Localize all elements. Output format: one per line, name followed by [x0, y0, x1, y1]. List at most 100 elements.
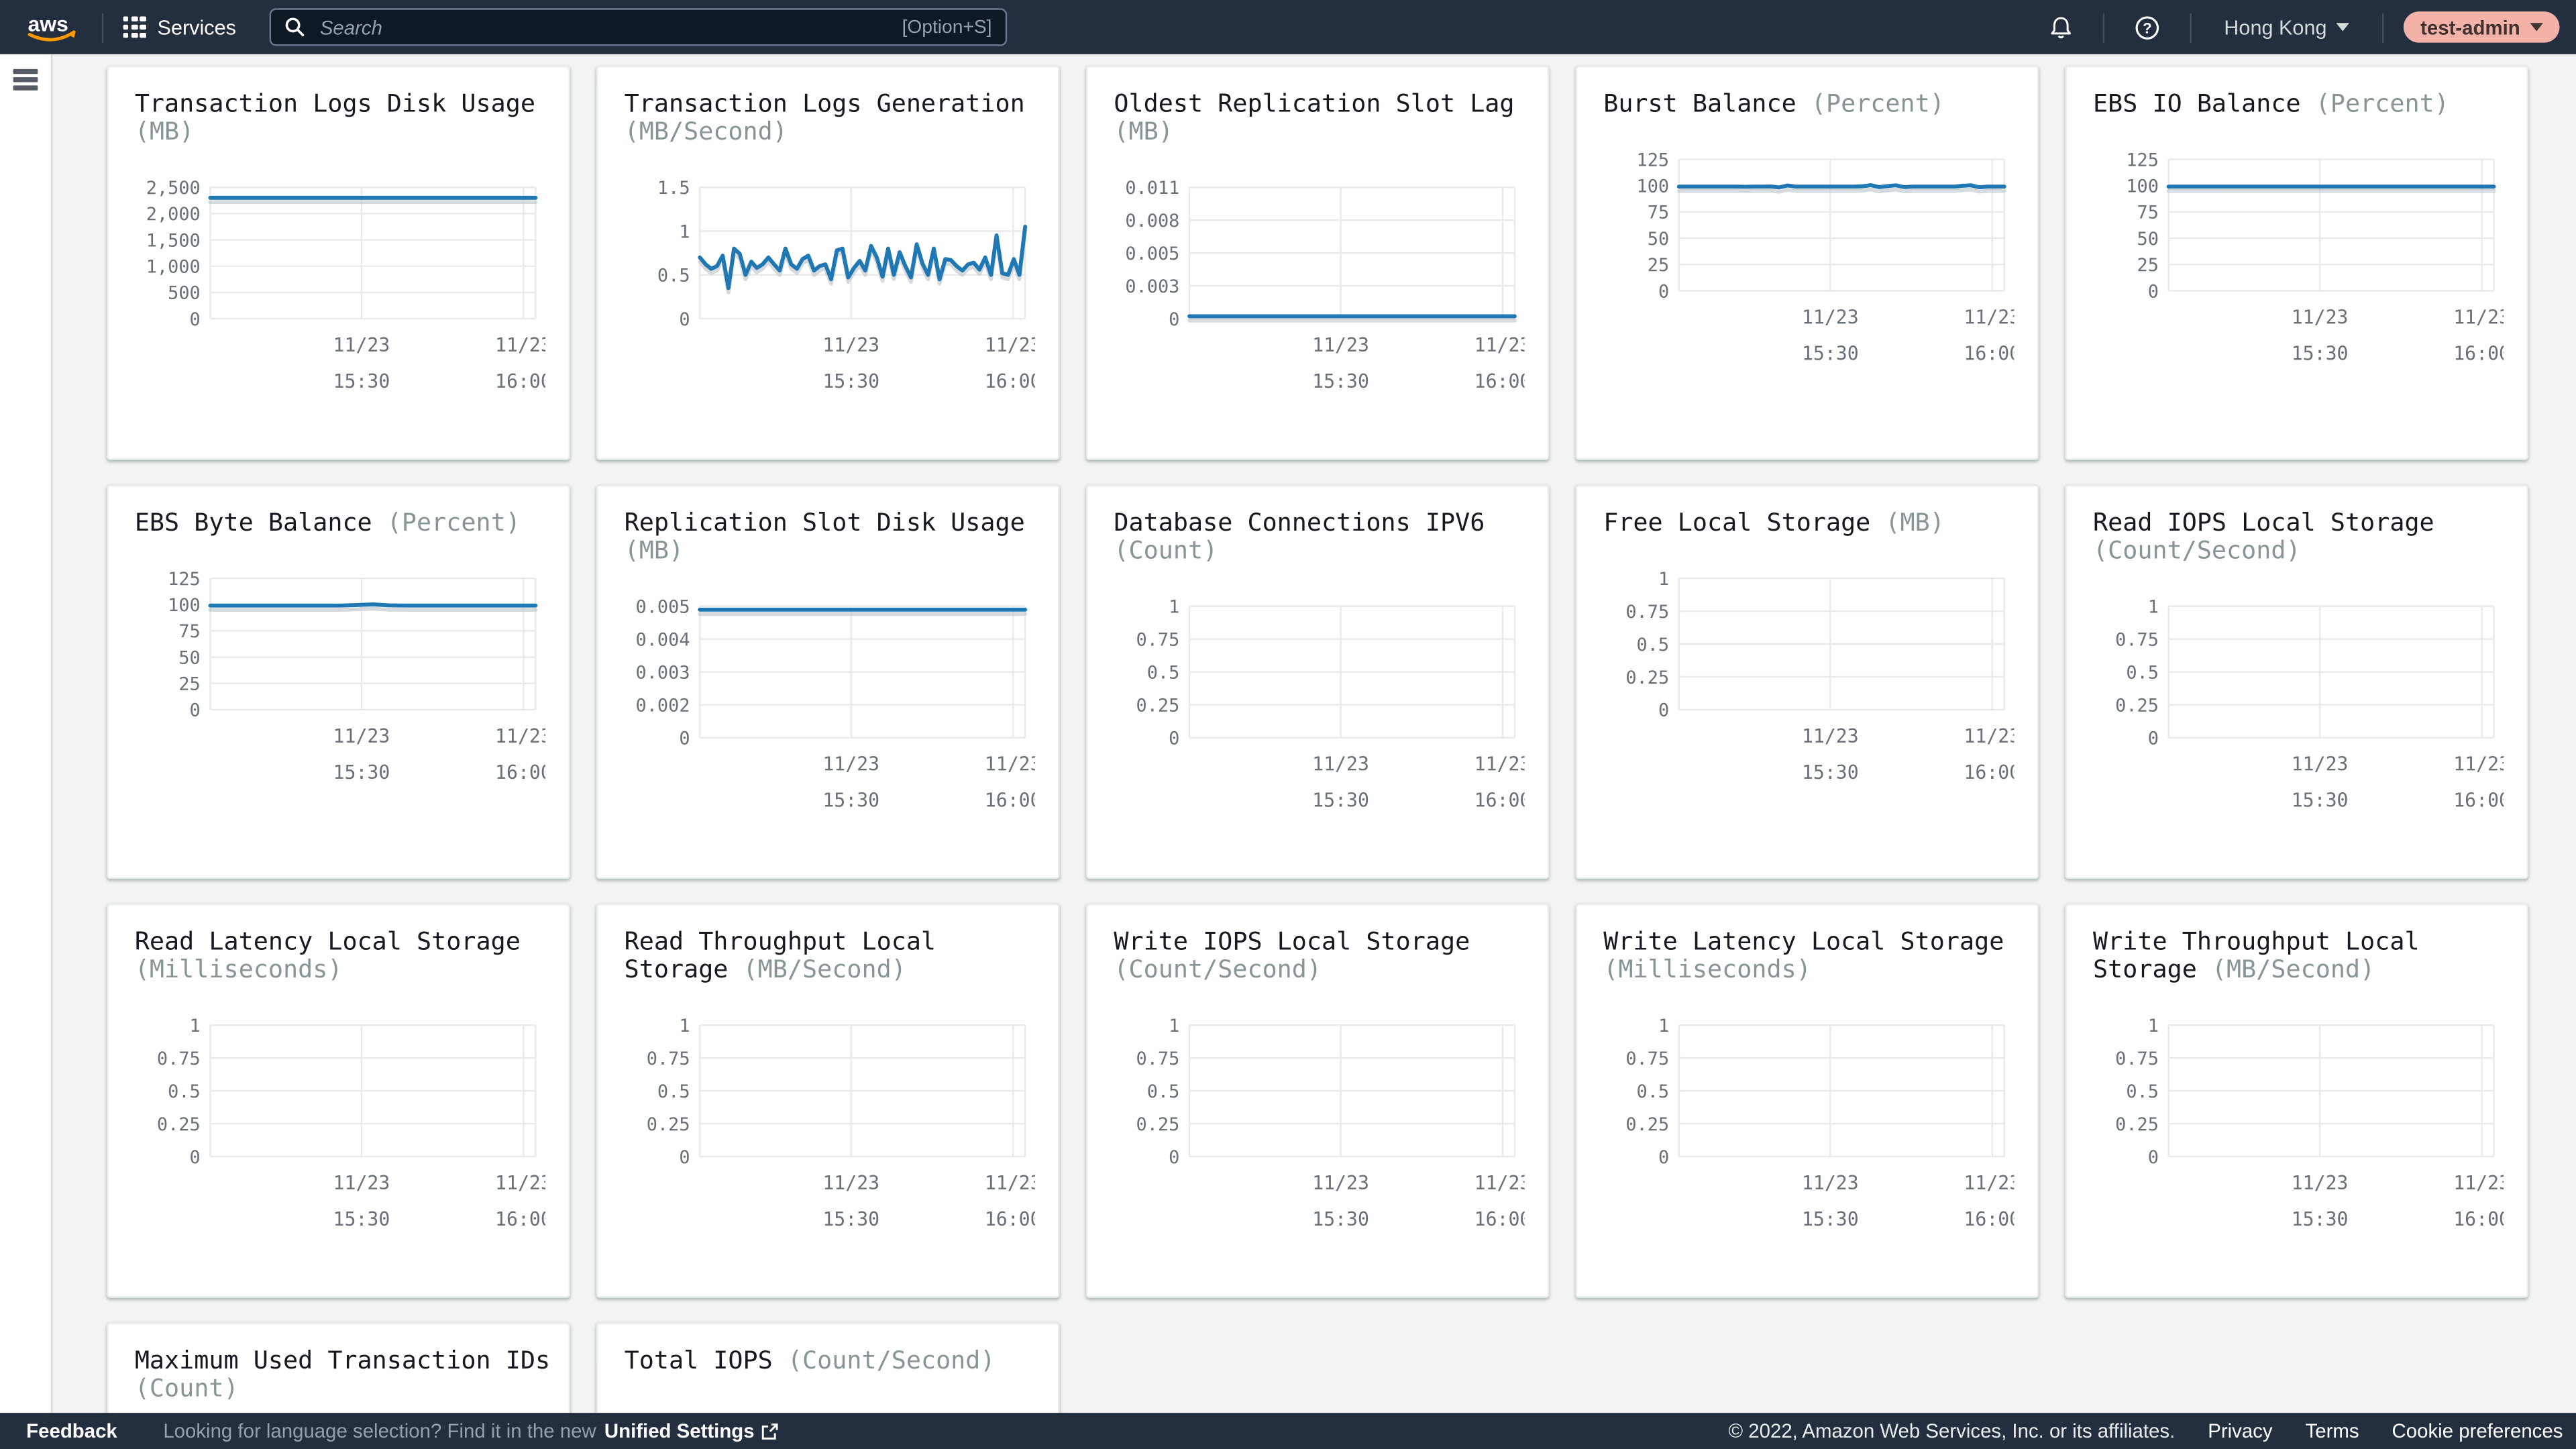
metric-card[interactable]: Read IOPS Local Storage (Count/Second) 1 0.… [2065, 484, 2528, 879]
metric-card[interactable]: Read Throughput Local Storage (MB/Second)… [596, 903, 1060, 1298]
metric-chart[interactable]: 125 100 75 50 25 0 11/23 15:30 11/23 16:00 [2093, 151, 2504, 368]
svg-text:11/23: 11/23 [1474, 334, 1525, 356]
metric-chart[interactable]: 1 0.75 0.5 0.25 0 11/23 15:30 11/23 16:00 [625, 1017, 1035, 1234]
notifications-button[interactable] [2039, 14, 2083, 40]
svg-text:15:30: 15:30 [1802, 1208, 1859, 1230]
metric-card[interactable]: Read Latency Local Storage (Milliseconds)… [107, 903, 570, 1298]
svg-text:15:30: 15:30 [2292, 1208, 2349, 1230]
svg-text:15:30: 15:30 [2292, 342, 2349, 364]
metric-title: Transaction Logs Disk Usage (MB) [134, 89, 535, 146]
open-menu-button[interactable] [13, 68, 38, 95]
metric-title: Burst Balance (Percent) [1603, 89, 1945, 119]
metric-chart[interactable]: 1 0.75 0.5 0.25 0 11/23 15:30 11/23 16:00 [2093, 598, 2504, 814]
svg-text:75: 75 [178, 621, 200, 642]
svg-text:0.005: 0.005 [1125, 244, 1179, 264]
metric-chart[interactable]: 1 0.75 0.5 0.25 0 11/23 15:30 11/23 16:00 [1114, 598, 1525, 814]
svg-text:0.011: 0.011 [1125, 179, 1179, 199]
svg-text:0.25: 0.25 [2115, 1114, 2159, 1135]
metric-chart[interactable]: 125 100 75 50 25 0 11/23 15:30 11/23 16:00 [1603, 151, 2015, 368]
svg-text:1: 1 [679, 221, 690, 242]
metric-card[interactable]: Write Throughput Local Storage (MB/Second… [2065, 903, 2528, 1298]
svg-text:0.25: 0.25 [1625, 1114, 1669, 1135]
metric-card[interactable]: Burst Balance (Percent) 125 100 75 50 25 0 11/2… [1575, 65, 2039, 460]
external-link-icon [762, 1422, 779, 1439]
svg-text:16:00: 16:00 [1964, 342, 2014, 364]
metric-chart[interactable]: 1 0.75 0.5 0.25 0 11/23 15:30 11/23 16:00 [135, 1017, 545, 1234]
privacy-link[interactable]: Privacy [2208, 1419, 2273, 1443]
svg-text:0.5: 0.5 [2126, 662, 2159, 683]
terms-link[interactable]: Terms [2305, 1419, 2359, 1443]
global-search[interactable]: [Option+S] [268, 8, 1007, 46]
metric-chart[interactable]: 0.005 0.004 0.003 0.002 0 11/23 15:30 11/23 16:0… [625, 598, 1035, 814]
cookie-preferences-link[interactable]: Cookie preferences [2392, 1419, 2563, 1443]
help-button[interactable]: ? [2124, 14, 2170, 40]
metric-card[interactable]: EBS Byte Balance (Percent) 125 100 75 50 25 0 1… [107, 484, 570, 879]
svg-text:11/23: 11/23 [333, 725, 390, 747]
svg-text:0: 0 [1169, 728, 1179, 749]
svg-text:1,500: 1,500 [146, 230, 201, 251]
svg-text:125: 125 [1637, 151, 1670, 170]
unified-settings-link[interactable]: Unified Settings [604, 1419, 779, 1442]
svg-text:0: 0 [2148, 281, 2159, 302]
metric-card[interactable]: Transaction Logs Disk Usage (MB) 2,500 2,00… [107, 65, 570, 460]
metric-card[interactable]: Transaction Logs Generation (MB/Second) 1.… [596, 65, 1060, 460]
metric-card[interactable]: Maximum Used Transaction IDs (Count) [107, 1322, 570, 1413]
services-menu-button[interactable]: Services [123, 15, 236, 39]
svg-text:500: 500 [168, 283, 201, 304]
header-divider [2382, 12, 2385, 42]
svg-text:15:30: 15:30 [822, 1208, 879, 1230]
metric-line-series [698, 225, 1028, 290]
svg-text:11/23: 11/23 [495, 725, 545, 747]
aws-logo[interactable]: aws [23, 9, 82, 45]
region-selector[interactable]: Hong Kong [2211, 15, 2363, 39]
language-hint-text: Looking for language selection? Find it … [163, 1419, 596, 1443]
svg-text:1,000: 1,000 [146, 257, 201, 278]
metric-chart[interactable]: 1 0.75 0.5 0.25 0 11/23 15:30 11/23 16:00 [1114, 1017, 1525, 1234]
account-menu[interactable]: test-admin [2404, 11, 2560, 43]
metric-chart[interactable]: 1 0.75 0.5 0.25 0 11/23 15:30 11/23 16:00 [1603, 1017, 2014, 1234]
metric-card[interactable]: Oldest Replication Slot Lag (MB) 0.011 0.00… [1085, 65, 1550, 460]
search-shortcut-hint: [Option+S] [902, 17, 992, 38]
metric-line-series [1676, 183, 2006, 190]
svg-text:0.25: 0.25 [647, 1114, 690, 1135]
metric-chart[interactable]: 1.5 1 0.5 0 11/23 15:30 11/23 16:00 [625, 179, 1035, 396]
svg-text:11/23: 11/23 [1474, 753, 1525, 775]
svg-text:?: ? [2142, 19, 2151, 36]
svg-text:0.25: 0.25 [157, 1114, 201, 1135]
svg-text:0.5: 0.5 [1147, 1081, 1180, 1102]
metric-card[interactable]: Database Connections IPV6 (Count) 1 0.75 0.5… [1085, 484, 1550, 879]
metric-chart[interactable]: 125 100 75 50 25 0 11/23 15:30 11/23 16:00 [135, 570, 545, 787]
metric-title: Free Local Storage (MB) [1603, 507, 1945, 537]
svg-text:0.005: 0.005 [636, 598, 690, 617]
feedback-button[interactable]: Feedback [26, 1419, 117, 1443]
metric-chart[interactable]: 1 0.75 0.5 0.25 0 11/23 15:30 11/23 16:00 [2093, 1017, 2504, 1234]
svg-text:15:30: 15:30 [1802, 761, 1859, 784]
metric-chart[interactable]: 0.011 0.008 0.005 0.003 0 11/23 15:30 11/23 16:0… [1114, 179, 1524, 396]
metric-title: EBS IO Balance (Percent) [2093, 89, 2449, 119]
svg-text:0.5: 0.5 [168, 1081, 201, 1102]
metric-card[interactable]: Free Local Storage (MB) 1 0.75 0.5 0.25 0 11/2… [1575, 484, 2039, 879]
metric-title: Database Connections IPV6 (Count) [1114, 507, 1485, 566]
region-label: Hong Kong [2224, 15, 2327, 39]
metric-title: Transaction Logs Generation (MB/Second) [624, 89, 1025, 146]
header-divider [2102, 12, 2104, 42]
metric-card[interactable]: Replication Slot Disk Usage (MB) 0.005 0.00… [596, 484, 1060, 879]
svg-text:0.75: 0.75 [1136, 1049, 1180, 1069]
svg-text:75: 75 [2137, 203, 2159, 223]
svg-text:16:00: 16:00 [2453, 1208, 2504, 1230]
metric-card[interactable]: EBS IO Balance (Percent) 125 100 75 50 25 0 11/… [2065, 65, 2528, 460]
metric-chart[interactable]: 1 0.75 0.5 0.25 0 11/23 15:30 11/23 16:00 [1603, 570, 2014, 787]
metric-title: Total IOPS (Count/Second) [624, 1345, 996, 1375]
svg-text:0.5: 0.5 [1147, 662, 1180, 683]
svg-text:11/23: 11/23 [985, 1172, 1035, 1194]
metric-card[interactable]: Write Latency Local Storage (Milliseconds… [1575, 903, 2039, 1298]
svg-text:11/23: 11/23 [333, 334, 390, 356]
help-icon: ? [2135, 15, 2159, 39]
metric-card[interactable]: Total IOPS (Count/Second) [596, 1322, 1060, 1413]
metric-card[interactable]: Write IOPS Local Storage (Count/Second) 1 0… [1085, 903, 1550, 1298]
search-input[interactable] [316, 13, 902, 41]
svg-text:0.5: 0.5 [657, 266, 690, 286]
metric-chart[interactable]: 2,500 2,000 1,500 1,000 500 0 11/23 15:30 11/23 1… [135, 179, 545, 396]
svg-text:1: 1 [2148, 598, 2159, 617]
